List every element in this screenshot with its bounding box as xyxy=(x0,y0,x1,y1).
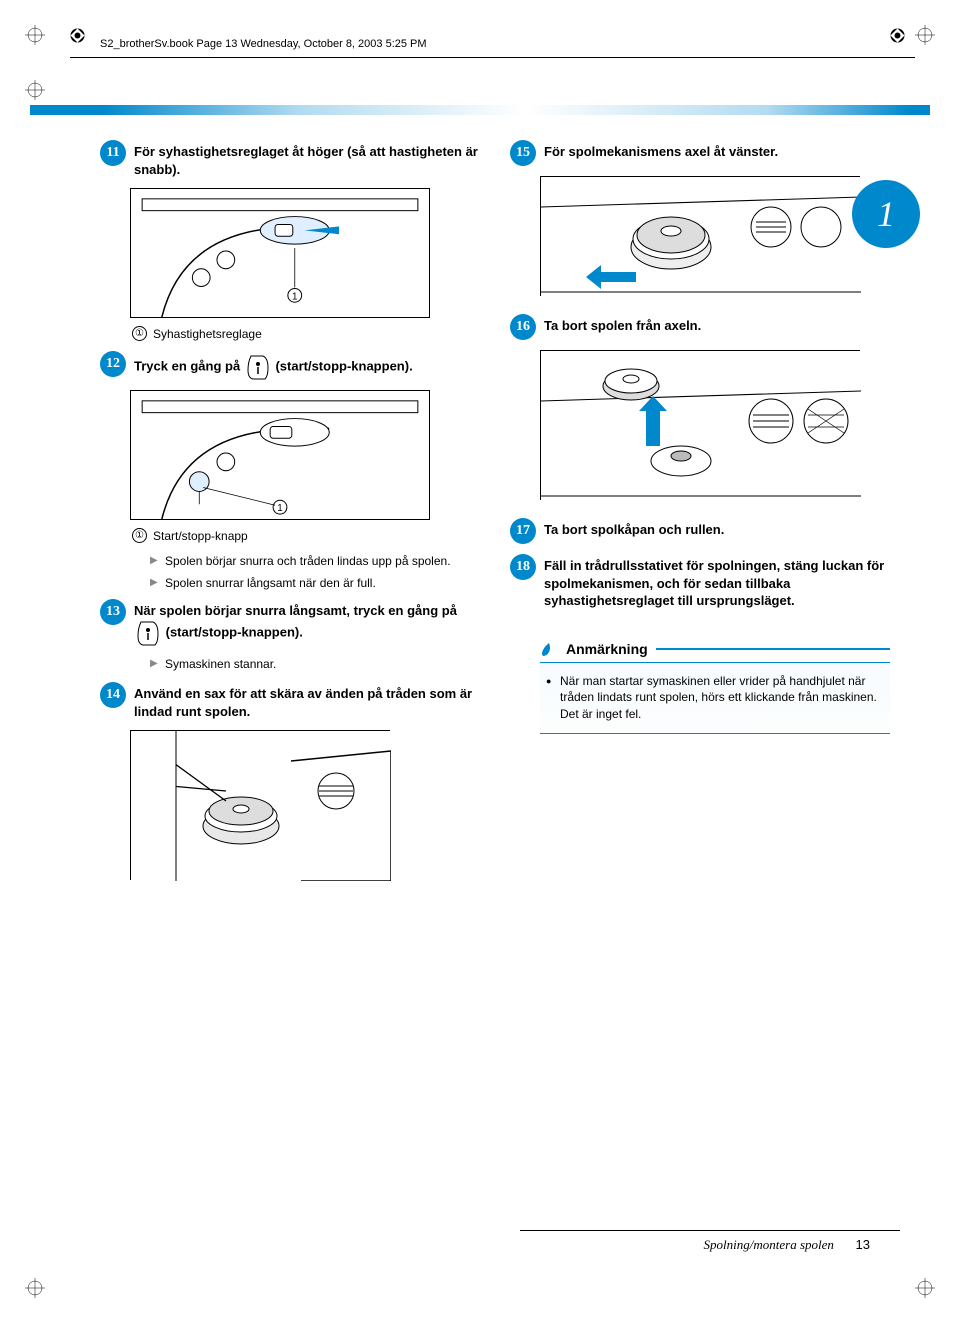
step-12-text-a: Tryck en gång på xyxy=(134,359,240,374)
footer-rule xyxy=(520,1230,900,1231)
reg-mark-tr xyxy=(890,28,905,43)
step-13-bullet1: Symaskinen stannar. xyxy=(150,656,480,672)
start-stop-button-icon xyxy=(247,354,269,380)
note-header-rule xyxy=(656,648,890,650)
step-13-text: När spolen börjar snurra långsamt, tryck… xyxy=(134,599,480,646)
step-11-num: 11 xyxy=(100,140,126,166)
step-12: 12 Tryck en gång på (start/stopp-knappen… xyxy=(100,351,480,380)
right-column: 1 15 För spolmekanismens axel åt vänster… xyxy=(510,140,890,1223)
start-stop-button-icon-2 xyxy=(137,620,159,646)
step-17-num: 17 xyxy=(510,518,536,544)
caption-11-text: Syhastighetsreglage xyxy=(153,327,262,341)
crop-mark-bl xyxy=(25,1278,45,1298)
step-13-num: 13 xyxy=(100,599,126,625)
header-blue-bar xyxy=(30,105,930,115)
step-14: 14 Använd en sax för att skära av änden … xyxy=(100,682,480,720)
step-14-text: Använd en sax för att skära av änden på … xyxy=(134,682,480,720)
step-15-text: För spolmekanismens axel åt vänster. xyxy=(544,140,778,161)
diagram-speed-control: 1 xyxy=(130,188,430,318)
crop-mark-tr xyxy=(915,25,935,45)
header-source-text: S2_brotherSv.book Page 13 Wednesday, Oct… xyxy=(100,38,427,50)
crop-mark-tl xyxy=(25,25,45,45)
note-body: När man startar symaskinen eller vrider … xyxy=(540,662,890,734)
step-18-num: 18 xyxy=(510,554,536,580)
crop-mark-ml xyxy=(25,80,45,100)
note-icon xyxy=(540,640,558,658)
step-17-text: Ta bort spolkåpan och rullen. xyxy=(544,518,724,539)
step-14-num: 14 xyxy=(100,682,126,708)
diagram-cut-thread xyxy=(130,730,390,880)
step-15: 15 För spolmekanismens axel åt vänster. xyxy=(510,140,890,166)
step-15-num: 15 xyxy=(510,140,536,166)
note-item: När man startar symaskinen eller vrider … xyxy=(546,673,884,723)
diagram-axle-left xyxy=(540,176,860,296)
caption-12: ① Start/stopp-knapp xyxy=(132,528,480,543)
diagram-remove-bobbin xyxy=(540,350,860,500)
step-13-text-b: (start/stopp-knappen). xyxy=(166,624,303,639)
step-16-text: Ta bort spolen från axeln. xyxy=(544,314,701,335)
note-title: Anmärkning xyxy=(566,641,648,657)
section-number-badge: 1 xyxy=(852,180,920,248)
step-11-text: För syhastighetsreglaget åt höger (så at… xyxy=(134,140,480,178)
step-12-bullet2: Spolen snurrar långsamt när den är full. xyxy=(150,575,480,591)
step-18: 18 Fäll in trådrullsstativet för spolnin… xyxy=(510,554,890,610)
footer-section: Spolning/montera spolen xyxy=(704,1237,852,1252)
step-16-num: 16 xyxy=(510,314,536,340)
caption-12-ref: ① xyxy=(132,528,147,543)
reg-mark-tl xyxy=(70,28,85,43)
footer-page: 13 xyxy=(856,1237,870,1252)
step-12-num: 12 xyxy=(100,351,126,377)
caption-12-text: Start/stopp-knapp xyxy=(153,529,248,543)
diagram-start-button: 1 xyxy=(130,390,430,520)
svg-text:1: 1 xyxy=(292,291,297,302)
step-12-text: Tryck en gång på (start/stopp-knappen). xyxy=(134,351,413,380)
left-column: 11 För syhastighetsreglaget åt höger (så… xyxy=(100,140,480,1223)
caption-11-ref: ① xyxy=(132,326,147,341)
step-18-text: Fäll in trådrullsstativet för spolningen… xyxy=(544,554,890,610)
note-box: Anmärkning När man startar symaskinen el… xyxy=(540,640,890,734)
svg-text:1: 1 xyxy=(277,503,282,514)
step-11: 11 För syhastighetsreglaget åt höger (så… xyxy=(100,140,480,178)
crop-mark-br xyxy=(915,1278,935,1298)
footer: Spolning/montera spolen 13 xyxy=(704,1237,870,1253)
step-12-text-b: (start/stopp-knappen). xyxy=(275,359,412,374)
step-16: 16 Ta bort spolen från axeln. xyxy=(510,314,890,340)
caption-11: ① Syhastighetsreglage xyxy=(132,326,480,341)
step-17: 17 Ta bort spolkåpan och rullen. xyxy=(510,518,890,544)
step-13: 13 När spolen börjar snurra långsamt, tr… xyxy=(100,599,480,646)
header-rule xyxy=(70,57,915,58)
step-12-bullet1: Spolen börjar snurra och tråden lindas u… xyxy=(150,553,480,569)
step-13-text-a: När spolen börjar snurra långsamt, tryck… xyxy=(134,603,457,618)
